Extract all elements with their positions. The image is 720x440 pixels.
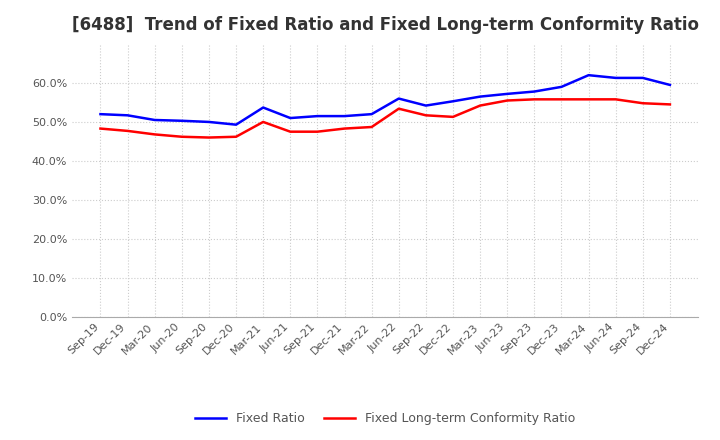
Fixed Long-term Conformity Ratio xyxy=(286,129,294,134)
Fixed Ratio xyxy=(367,111,376,117)
Fixed Long-term Conformity Ratio xyxy=(530,97,539,102)
Fixed Ratio xyxy=(449,99,457,104)
Fixed Ratio xyxy=(286,115,294,121)
Fixed Ratio xyxy=(665,82,674,88)
Fixed Ratio xyxy=(313,114,322,119)
Fixed Long-term Conformity Ratio xyxy=(313,129,322,134)
Fixed Ratio xyxy=(395,96,403,101)
Fixed Long-term Conformity Ratio xyxy=(639,101,647,106)
Fixed Long-term Conformity Ratio xyxy=(123,128,132,134)
Fixed Ratio xyxy=(150,117,159,123)
Fixed Ratio xyxy=(476,94,485,99)
Fixed Ratio xyxy=(123,113,132,118)
Fixed Long-term Conformity Ratio xyxy=(96,126,105,131)
Legend: Fixed Ratio, Fixed Long-term Conformity Ratio: Fixed Ratio, Fixed Long-term Conformity … xyxy=(195,412,575,425)
Line: Fixed Long-term Conformity Ratio: Fixed Long-term Conformity Ratio xyxy=(101,99,670,138)
Title: [6488]  Trend of Fixed Ratio and Fixed Long-term Conformity Ratio: [6488] Trend of Fixed Ratio and Fixed Lo… xyxy=(72,16,698,34)
Fixed Long-term Conformity Ratio xyxy=(584,97,593,102)
Fixed Long-term Conformity Ratio xyxy=(178,134,186,139)
Fixed Ratio xyxy=(96,111,105,117)
Line: Fixed Ratio: Fixed Ratio xyxy=(101,75,670,125)
Fixed Ratio xyxy=(639,75,647,81)
Fixed Ratio xyxy=(341,114,349,119)
Fixed Long-term Conformity Ratio xyxy=(503,98,511,103)
Fixed Long-term Conformity Ratio xyxy=(665,102,674,107)
Fixed Long-term Conformity Ratio xyxy=(232,134,240,139)
Fixed Long-term Conformity Ratio xyxy=(421,113,430,118)
Fixed Long-term Conformity Ratio xyxy=(449,114,457,120)
Fixed Ratio xyxy=(178,118,186,123)
Fixed Long-term Conformity Ratio xyxy=(150,132,159,137)
Fixed Ratio xyxy=(530,89,539,94)
Fixed Ratio xyxy=(557,84,566,89)
Fixed Ratio xyxy=(421,103,430,108)
Fixed Long-term Conformity Ratio xyxy=(611,97,620,102)
Fixed Ratio xyxy=(232,122,240,127)
Fixed Long-term Conformity Ratio xyxy=(476,103,485,108)
Fixed Long-term Conformity Ratio xyxy=(367,125,376,130)
Fixed Ratio xyxy=(611,75,620,81)
Fixed Long-term Conformity Ratio xyxy=(204,135,213,140)
Fixed Long-term Conformity Ratio xyxy=(259,119,268,125)
Fixed Ratio xyxy=(204,119,213,125)
Fixed Long-term Conformity Ratio xyxy=(341,126,349,131)
Fixed Long-term Conformity Ratio xyxy=(395,106,403,111)
Fixed Ratio xyxy=(259,105,268,110)
Fixed Ratio xyxy=(584,73,593,78)
Fixed Ratio xyxy=(503,91,511,96)
Fixed Long-term Conformity Ratio xyxy=(557,97,566,102)
